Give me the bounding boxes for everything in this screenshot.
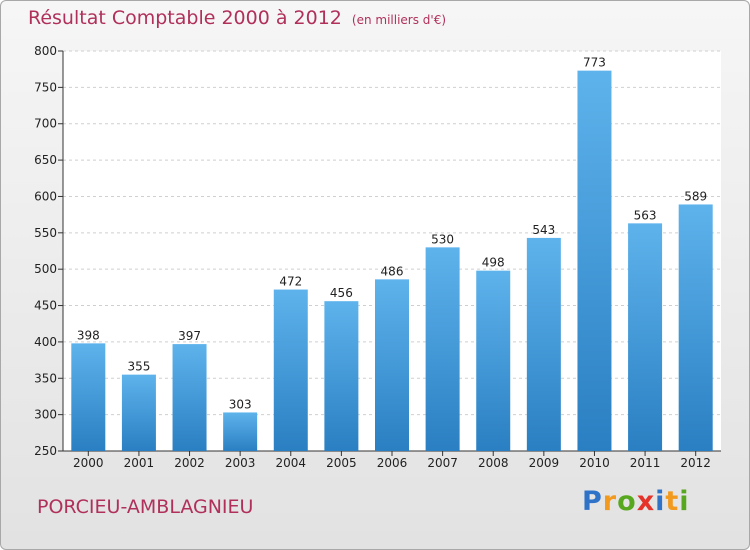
- x-tick-label: 2009: [529, 456, 560, 470]
- logo-letter: x: [636, 486, 656, 517]
- x-tick-label: 2004: [275, 456, 306, 470]
- bar: [121, 374, 156, 451]
- x-tick-label: 2002: [174, 456, 205, 470]
- y-tick-label: 650: [34, 153, 57, 167]
- data-label: 398: [77, 328, 100, 342]
- proxiti-logo: Proxiti: [582, 486, 690, 517]
- logo-letter: o: [617, 486, 637, 517]
- bar: [425, 247, 460, 451]
- y-tick-label: 500: [34, 262, 57, 276]
- bar: [324, 301, 359, 451]
- chart-title: Résultat Comptable 2000 à 2012 (en millie…: [28, 7, 446, 29]
- x-tick-label: 2007: [427, 456, 458, 470]
- logo-letter: r: [602, 486, 618, 517]
- y-tick-label: 800: [34, 44, 57, 58]
- x-tick-label: 2001: [124, 456, 155, 470]
- y-tick-label: 750: [34, 80, 57, 94]
- x-tick-label: 2000: [73, 456, 104, 470]
- x-tick-label: 2005: [326, 456, 357, 470]
- logo-letter: t: [665, 486, 680, 517]
- y-tick-label: 250: [34, 444, 57, 458]
- data-label: 530: [431, 232, 454, 246]
- logo-letter: i: [655, 486, 666, 517]
- data-label: 456: [330, 286, 353, 300]
- bar: [628, 223, 663, 451]
- bar: [577, 70, 612, 452]
- data-label: 303: [229, 397, 252, 411]
- logo-letter: P: [582, 486, 603, 517]
- bar: [678, 204, 713, 451]
- data-label: 397: [178, 329, 201, 343]
- data-label: 543: [532, 223, 555, 237]
- bar: [273, 289, 308, 451]
- data-label: 773: [583, 56, 606, 70]
- x-tick-label: 2010: [579, 456, 610, 470]
- y-tick-label: 400: [34, 335, 57, 349]
- y-tick-label: 450: [34, 299, 57, 313]
- data-label: 486: [381, 264, 404, 278]
- bar: [223, 412, 258, 451]
- x-tick-label: 2011: [630, 456, 661, 470]
- chart-title-text: Résultat Comptable 2000 à 2012: [28, 7, 342, 29]
- x-tick-label: 2008: [478, 456, 509, 470]
- data-label: 563: [634, 208, 657, 222]
- place-name: PORCIEU-AMBLAGNIEU: [37, 496, 254, 518]
- bar: [526, 237, 561, 451]
- y-tick-label: 700: [34, 117, 57, 131]
- y-tick-label: 350: [34, 371, 57, 385]
- x-tick-label: 2003: [225, 456, 256, 470]
- data-label: 355: [127, 360, 150, 374]
- y-tick-label: 300: [34, 408, 57, 422]
- x-tick-label: 2012: [680, 456, 711, 470]
- data-label: 589: [684, 189, 707, 203]
- data-label: 498: [482, 256, 505, 270]
- chart-unit: (en milliers d'€): [351, 13, 447, 27]
- y-tick-label: 600: [34, 189, 57, 203]
- bar: [476, 270, 511, 451]
- logo-letter: i: [679, 486, 690, 517]
- x-tick-label: 2006: [377, 456, 408, 470]
- bar: [375, 279, 409, 451]
- bar: [71, 343, 106, 451]
- data-label: 472: [279, 275, 302, 289]
- y-tick-label: 550: [34, 226, 57, 240]
- bar: [172, 344, 207, 451]
